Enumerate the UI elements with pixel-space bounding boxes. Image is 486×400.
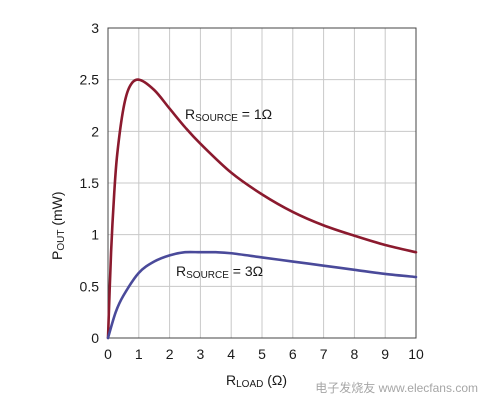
x-tick-label: 8 [351,346,359,362]
y-tick-label: 3 [91,20,99,36]
plot-area [107,27,417,339]
watermark: 电子发烧友 www.elecfans.com [315,380,478,395]
y-tick-label: 1.5 [80,175,100,191]
x-tick-label: 3 [197,346,205,362]
x-tick-label: 6 [289,346,297,362]
x-tick-label: 10 [408,346,424,362]
y-tick-label: 2 [91,123,99,139]
x-axis-label: RLOAD (Ω) [226,372,287,390]
series-line-1 [106,250,418,340]
series-line-0 [106,78,418,340]
x-tick-label: 2 [166,346,174,362]
y-tick-label: 1 [91,227,99,243]
x-tick-label: 7 [320,346,328,362]
x-tick-label: 4 [227,346,235,362]
series-label-r-source-3-ohm: RSOURCE = 3Ω [176,263,263,281]
tick-labels: 0 1 2 3 4 5 6 7 8 9 10 0 0.5 1 1.5 2 2.5 3 [80,20,424,362]
x-tick-label: 5 [258,346,266,362]
x-tick-label: 9 [381,346,389,362]
grid [108,28,416,338]
y-tick-label: 2.5 [80,72,100,88]
series-group [106,78,418,340]
y-tick-label: 0.5 [80,278,100,294]
y-axis-label: POUT (mW) [49,191,67,260]
x-tick-label: 0 [104,346,112,362]
y-tick-label: 0 [91,330,99,346]
series-label-r-source-1-ohm: RSOURCE = 1Ω [185,106,272,124]
x-tick-label: 1 [135,346,143,362]
